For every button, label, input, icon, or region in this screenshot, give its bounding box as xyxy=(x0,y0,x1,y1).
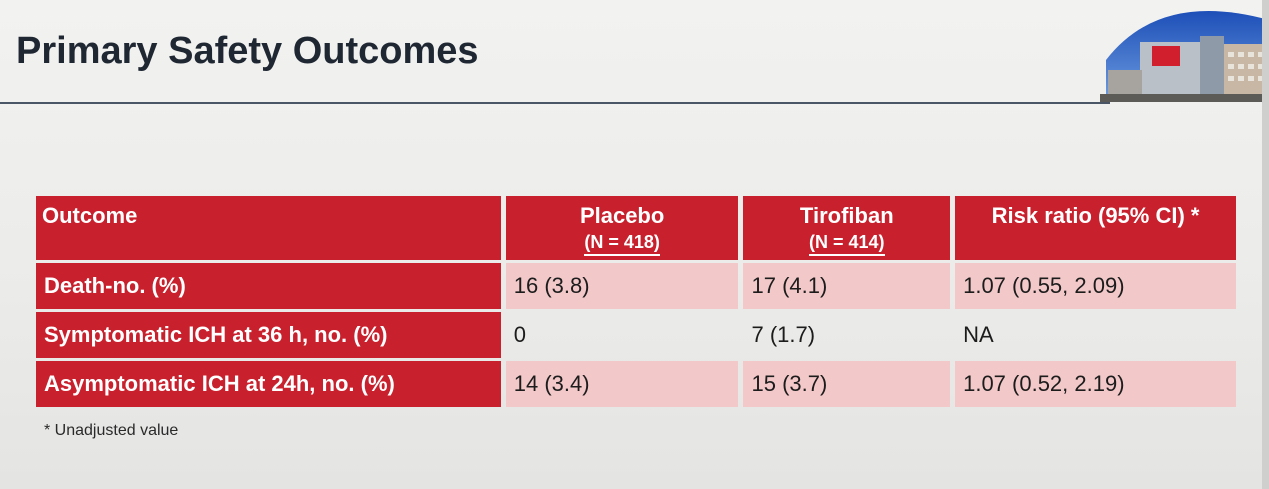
row-tirofiban: 17 (4.1) xyxy=(743,263,951,309)
title-divider xyxy=(0,102,1110,104)
building-photo-logo xyxy=(1100,0,1269,102)
row-placebo: 16 (3.8) xyxy=(505,263,739,309)
row-outcome: Death-no. (%) xyxy=(36,263,501,309)
header-tirofiban-n: (N = 414) xyxy=(809,231,885,256)
row-placebo: 14 (3.4) xyxy=(505,361,739,407)
table-row: Symptomatic ICH at 36 h, no. (%) 0 7 (1.… xyxy=(36,312,1236,358)
row-risk-ratio: 1.07 (0.52, 2.19) xyxy=(955,361,1236,407)
row-outcome: Symptomatic ICH at 36 h, no. (%) xyxy=(36,312,501,358)
safety-outcomes-table: Outcome Placebo (N = 418) Tirofiban (N =… xyxy=(36,193,1246,410)
row-tirofiban: 15 (3.7) xyxy=(743,361,951,407)
header-risk-ratio: Risk ratio (95% CI) * xyxy=(955,196,1236,260)
header-outcome: Outcome xyxy=(36,196,501,260)
footnote: * Unadjusted value xyxy=(44,422,179,439)
row-tirofiban: 7 (1.7) xyxy=(751,322,816,347)
table-row: Asymptomatic ICH at 24h, no. (%) 14 (3.4… xyxy=(36,361,1236,407)
row-risk-ratio: 1.07 (0.55, 2.09) xyxy=(955,263,1236,309)
table-row: Death-no. (%) 16 (3.8) 17 (4.1) 1.07 (0.… xyxy=(36,263,1236,309)
screen-edge xyxy=(1262,0,1269,489)
header-placebo-n: (N = 418) xyxy=(584,231,660,256)
row-risk-ratio: NA xyxy=(963,322,994,347)
row-placebo: 0 xyxy=(513,322,527,347)
header-tirofiban: Tirofiban (N = 414) xyxy=(743,196,951,260)
row-outcome: Asymptomatic ICH at 24h, no. (%) xyxy=(36,361,501,407)
table-header-row: Outcome Placebo (N = 418) Tirofiban (N =… xyxy=(36,196,1236,260)
header-placebo: Placebo (N = 418) xyxy=(505,196,739,260)
slide-title: Primary Safety Outcomes xyxy=(16,30,479,72)
